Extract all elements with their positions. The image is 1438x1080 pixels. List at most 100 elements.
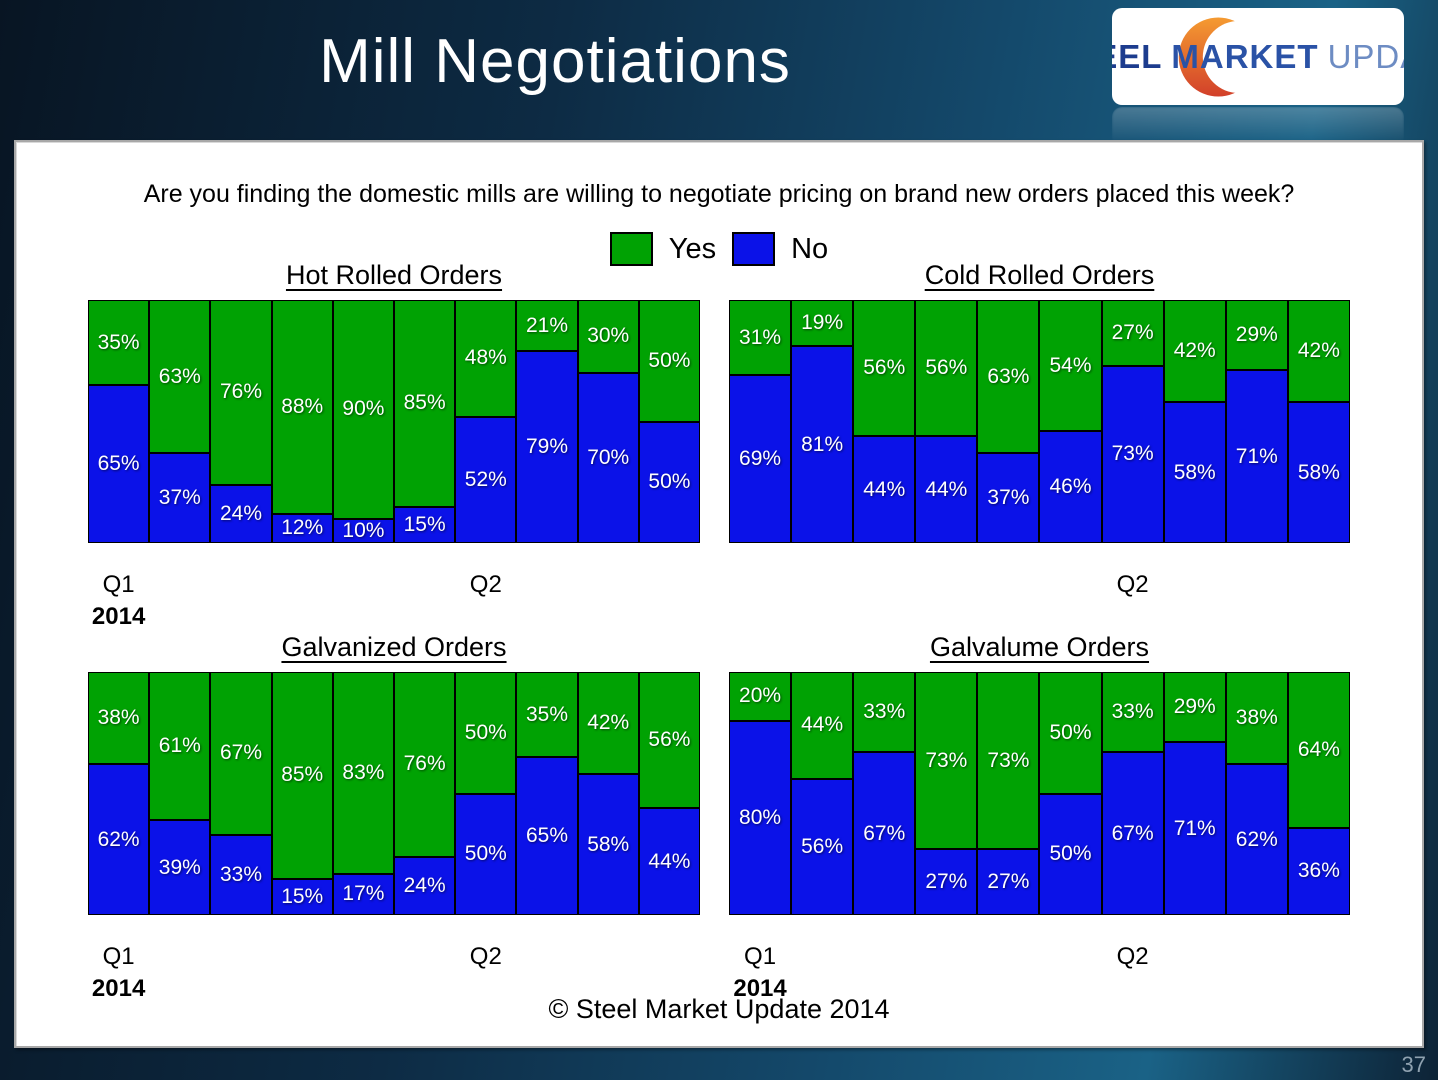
bar-segment-no: 62%: [1225, 764, 1288, 915]
stacked-bar: 29% 71%: [1163, 672, 1226, 915]
bar-segment-no: 24%: [210, 484, 272, 543]
bar-segment-no: 71%: [1225, 370, 1288, 543]
chart-cold-rolled: Cold Rolled Orders 31% 69% 19% 81% 56% 44% 56%…: [729, 260, 1350, 633]
stacked-bar: 20% 80%: [729, 672, 792, 915]
x-axis: Q1 2014 Q2: [88, 543, 700, 633]
bar-segment-no: 81%: [791, 346, 854, 543]
bar-segment-yes: 76%: [210, 300, 272, 485]
bar-segment-yes: 56%: [638, 672, 701, 809]
bar-segment-yes: 50%: [1039, 672, 1102, 794]
bar-segment-yes: 56%: [853, 300, 916, 437]
axis-label-year: 2014: [91, 975, 146, 1002]
stacked-bar: 76% 24%: [394, 672, 456, 915]
stacked-bar: 21% 79%: [516, 300, 578, 543]
bar-segment-yes: 19%: [791, 300, 854, 347]
bar-segment-no: 65%: [88, 385, 150, 543]
bar-segment-yes: 64%: [1287, 672, 1350, 828]
legend-yes-label: Yes: [668, 232, 717, 265]
stacked-bar: 48% 52%: [455, 300, 517, 543]
bar-segment-yes: 31%: [729, 300, 792, 376]
logo-wordmark: STEEL MARKET UPDATE: [1112, 8, 1404, 105]
stacked-bar: 67% 33%: [210, 672, 272, 915]
stacked-bar: 56% 44%: [853, 300, 916, 543]
x-axis: Q1 2014 Q2: [729, 915, 1350, 1005]
bar-segment-no: 58%: [577, 774, 639, 915]
bar-segment-yes: 29%: [1163, 672, 1226, 743]
stacked-bar: 61% 39%: [149, 672, 211, 915]
plot-area: 38% 62% 61% 39% 67% 33% 85% 15% 83% 17% 76% 24% 50% 5…: [88, 672, 701, 915]
plot-area: 35% 65% 63% 37% 76% 24% 88% 12% 90% 10% 85% 15% 48% 5…: [88, 300, 701, 543]
chart-title: Galvalume Orders: [929, 632, 1150, 662]
stacked-bar: 56% 44%: [638, 672, 701, 915]
bar-segment-yes: 73%: [977, 672, 1040, 850]
stacked-bar: 29% 71%: [1225, 300, 1288, 543]
stacked-bar: 76% 24%: [210, 300, 272, 543]
bar-segment-no: 15%: [271, 878, 333, 915]
stacked-bar: 73% 27%: [977, 672, 1040, 915]
bar-segment-no: 73%: [1101, 365, 1164, 543]
bar-segment-yes: 33%: [853, 672, 916, 753]
bar-segment-no: 39%: [149, 820, 211, 915]
bar-segment-yes: 27%: [1101, 300, 1164, 366]
bar-segment-no: 79%: [516, 351, 578, 543]
bar-segment-yes: 29%: [1225, 300, 1288, 371]
bar-segment-yes: 88%: [271, 300, 333, 514]
stacked-bar: 42% 58%: [1163, 300, 1226, 543]
logo-word-update: UPDATE: [1327, 37, 1404, 75]
bar-segment-no: 44%: [638, 808, 701, 915]
bar-segment-yes: 50%: [455, 672, 517, 794]
stacked-bar: 54% 46%: [1039, 300, 1102, 543]
bar-segment-no: 71%: [1163, 742, 1226, 915]
stacked-bar: 90% 10%: [332, 300, 395, 543]
bar-segment-no: 44%: [915, 436, 978, 543]
bar-segment-no: 27%: [915, 849, 978, 915]
stacked-bar: 63% 37%: [149, 300, 211, 543]
legend-yes-swatch: [609, 232, 653, 266]
bar-segment-yes: 85%: [394, 300, 456, 507]
logo-word-market: MARKET: [1171, 37, 1319, 75]
stacked-bar: 19% 81%: [791, 300, 854, 543]
stacked-bar: 50% 50%: [1039, 672, 1102, 915]
stacked-bar: 27% 73%: [1101, 300, 1164, 543]
logo-word-steel: STEEL: [1112, 37, 1163, 75]
bar-segment-no: 70%: [577, 372, 639, 543]
bar-segment-yes: 63%: [977, 300, 1040, 454]
stacked-bar: 33% 67%: [1101, 672, 1164, 915]
axis-label-q1: Q1: [102, 571, 135, 598]
bar-segment-no: 36%: [1287, 827, 1350, 915]
chart-galvalume: Galvalume Orders 20% 80% 44% 56% 33% 67% 73% 27…: [729, 632, 1350, 1005]
bar-segment-no: 58%: [1163, 402, 1226, 543]
bar-segment-no: 10%: [332, 518, 395, 543]
bar-segment-yes: 42%: [1163, 300, 1226, 403]
chart-title: Galvanized Orders: [281, 632, 507, 662]
chart-title: Hot Rolled Orders: [285, 260, 503, 290]
axis-label-q2: Q2: [1116, 943, 1149, 970]
axis-label-q1: Q1: [102, 943, 135, 970]
bar-segment-no: 15%: [394, 506, 456, 543]
bar-segment-yes: 85%: [271, 672, 333, 879]
bar-segment-yes: 35%: [516, 672, 578, 758]
bar-segment-yes: 42%: [577, 672, 639, 775]
axis-label-q2: Q2: [1116, 571, 1149, 598]
bar-segment-yes: 38%: [1225, 672, 1288, 765]
bar-segment-no: 44%: [853, 436, 916, 543]
bar-segment-yes: 44%: [791, 672, 854, 779]
bar-segment-no: 50%: [1039, 793, 1102, 915]
stacked-bar: 63% 37%: [977, 300, 1040, 543]
bar-segment-no: 62%: [88, 764, 150, 915]
bar-segment-yes: 20%: [729, 672, 792, 721]
chart-legend: Yes No: [16, 232, 1422, 266]
stacked-bar: 85% 15%: [271, 672, 333, 915]
bar-segment-yes: 38%: [88, 672, 150, 765]
bar-segment-no: 58%: [1287, 402, 1350, 543]
stacked-bar: 44% 56%: [791, 672, 854, 915]
bar-segment-yes: 63%: [149, 300, 211, 454]
axis-label-year: 2014: [733, 975, 787, 1002]
bar-segment-no: 67%: [1101, 752, 1164, 915]
bar-segment-yes: 50%: [638, 300, 701, 422]
axis-label-q1: Q1: [744, 943, 777, 970]
bar-segment-no: 46%: [1039, 431, 1102, 543]
bar-segment-no: 27%: [977, 849, 1040, 915]
bar-segment-no: 24%: [394, 856, 456, 915]
legend-no-label: No: [791, 232, 829, 265]
